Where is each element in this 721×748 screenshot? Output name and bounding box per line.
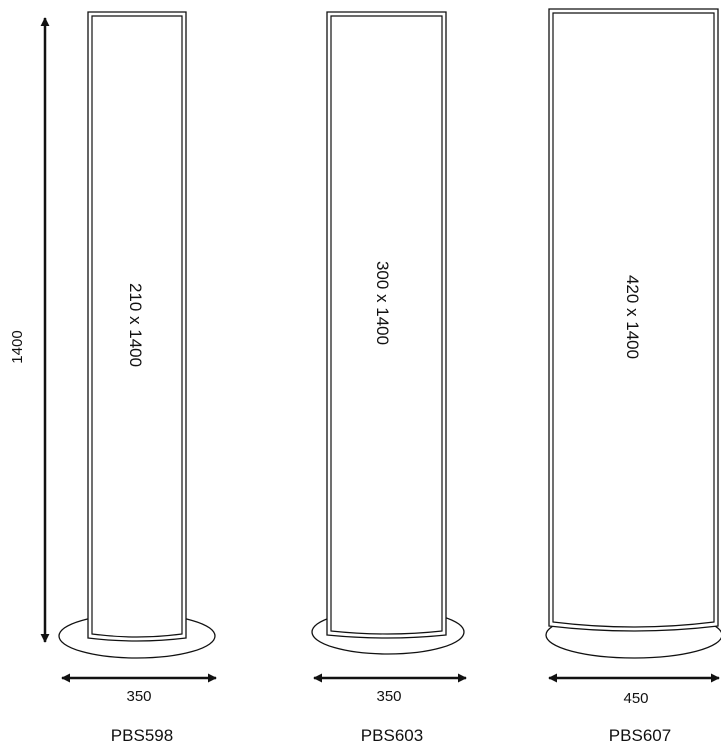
panel-outer [326, 11, 447, 639]
stand-pbs607: 420 x 1400 450 PBS607 [545, 8, 721, 745]
base-width-label: 350 [376, 688, 401, 705]
base-width-label: 450 [623, 690, 648, 707]
height-dimension-label: 1400 [9, 330, 26, 363]
panel-size-label: 300 x 1400 [373, 261, 392, 345]
model-name: PBS598 [111, 726, 173, 745]
panel-outer [548, 8, 719, 632]
panel-size-label: 420 x 1400 [623, 275, 642, 359]
stand-pbs598: 210 x 1400 350 PBS598 [58, 11, 217, 745]
model-name: PBS603 [361, 726, 423, 745]
panel-outer [87, 11, 187, 642]
panel-inner [91, 15, 183, 638]
height-dimension: 1400 [9, 17, 50, 643]
base-width-label: 350 [126, 688, 151, 705]
stand-pbs603: 300 x 1400 350 PBS603 [311, 11, 467, 745]
panel-inner [552, 12, 715, 628]
panel-size-label: 210 x 1400 [126, 283, 145, 367]
panel-inner [330, 15, 443, 635]
model-name: PBS607 [609, 726, 671, 745]
